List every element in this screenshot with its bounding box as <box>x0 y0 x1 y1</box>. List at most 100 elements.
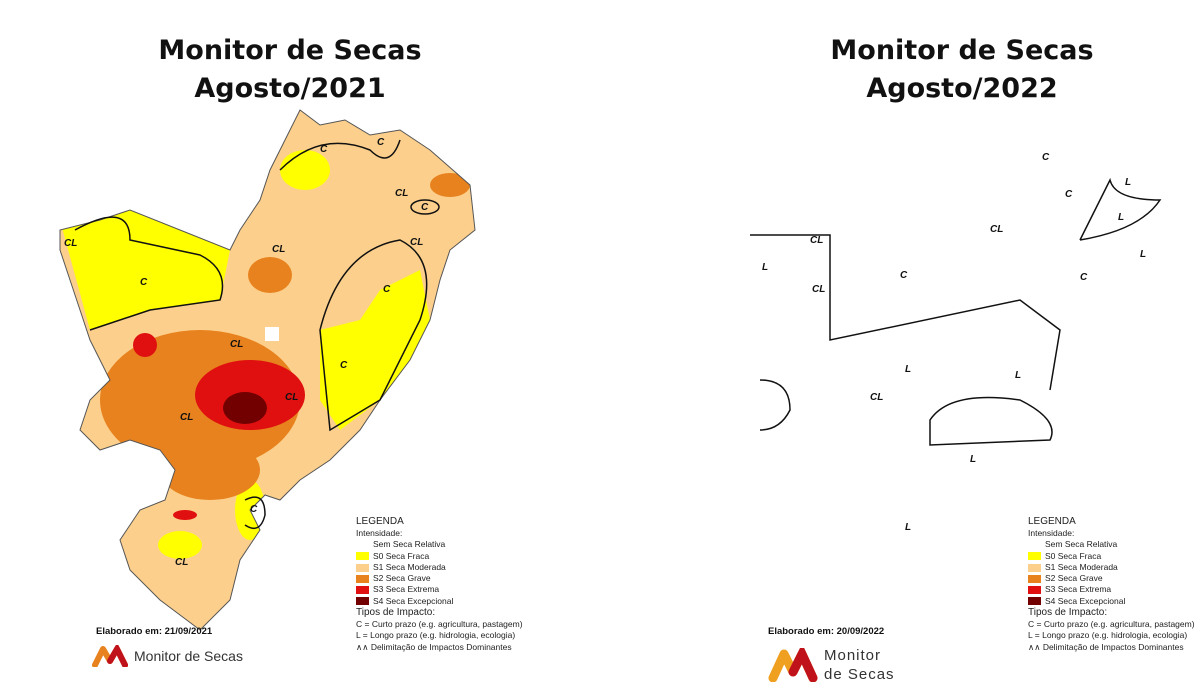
legend-impact-c: C = Curto prazo (e.g. agricultura, pasta… <box>1028 619 1195 630</box>
s4-region <box>223 392 267 424</box>
legend-item: S0 Seca Fraca <box>356 551 523 562</box>
legend-item: S3 Seca Extrema <box>1028 584 1195 595</box>
legend-item-label: Sem Seca Relativa <box>373 539 446 550</box>
map-label: CL <box>410 237 423 248</box>
map-label: L <box>1015 370 1021 381</box>
legend-swatch <box>356 540 369 549</box>
drought-map-2022: C L C L CL L CL C C L CL L CL L L L <box>730 152 1162 600</box>
legend-item: S3 Seca Extrema <box>356 584 523 595</box>
title-line-1: Monitor de Secas <box>830 35 1094 66</box>
map-label: C <box>1042 152 1050 163</box>
map-legend: LEGENDA Intensidade: Sem Seca Relativa S0… <box>356 516 523 653</box>
legend-item-label: S0 Seca Fraca <box>373 550 430 561</box>
s0-region <box>280 150 330 190</box>
legend-swatch <box>1028 597 1041 606</box>
legend-swatch <box>1028 552 1041 561</box>
map-label: CL <box>990 224 1003 235</box>
map-label: L <box>1118 212 1124 223</box>
s2-region <box>248 257 292 293</box>
title-line-1: Monitor de Secas <box>158 35 422 66</box>
map-label: L <box>905 364 911 375</box>
map-label: CL <box>64 238 77 249</box>
impact-delimitation <box>759 379 791 431</box>
legend-item-label: S2 Seca Grave <box>1045 573 1103 584</box>
impact-delimitation <box>279 139 401 171</box>
drought-map-2021: C CL C CL C CL C C CL C CL CL CL C CL <box>59 109 476 631</box>
legend-item-label: S2 Seca Grave <box>373 573 431 584</box>
legend-item-label: S1 Seca Moderada <box>1045 561 1118 572</box>
legend-item-label: S4 Seca Excepcional <box>1045 595 1126 606</box>
legend-item: S1 Seca Moderada <box>1028 562 1195 573</box>
monitor-de-secas-logo: Monitor de Secas <box>92 645 243 667</box>
map-label: L <box>1140 249 1146 260</box>
legend-item: S4 Seca Excepcional <box>356 596 523 607</box>
map-title-2021: Monitor de Secas Agosto/2021 <box>120 32 460 108</box>
map-label: C <box>900 270 908 281</box>
impact-delimitation <box>319 239 428 432</box>
s3-region <box>133 333 157 357</box>
map-label: CL <box>395 188 408 199</box>
legend-intensity-heading: Intensidade: <box>356 528 403 538</box>
map-label: C <box>1080 272 1088 283</box>
logo-text: Monitor de Secas <box>134 648 243 664</box>
delimitation-line-icon: ∧∧ <box>1028 641 1043 652</box>
legend-item-label: S1 Seca Moderada <box>373 561 446 572</box>
no-drought-region <box>800 470 950 600</box>
legend-item-label: S0 Seca Fraca <box>1045 550 1102 561</box>
legend-swatch <box>356 586 369 595</box>
logo-icon <box>92 645 128 667</box>
map-label: C <box>320 144 328 155</box>
legend-impact-c: C = Curto prazo (e.g. agricultura, pasta… <box>356 619 523 630</box>
legend-swatch <box>1028 540 1041 549</box>
s0-region <box>320 270 430 430</box>
s2-region <box>160 440 260 500</box>
map-label: C <box>140 277 148 288</box>
legend-item: S4 Seca Excepcional <box>1028 596 1195 607</box>
legend-item-label: Sem Seca Relativa <box>1045 539 1118 550</box>
legend-impact-l: L = Longo prazo (e.g. hidrologia, ecolog… <box>1028 630 1188 641</box>
no-drought-region <box>730 390 790 450</box>
s2-region <box>430 173 470 197</box>
legend-swatch <box>356 574 369 583</box>
legend-item: S2 Seca Grave <box>1028 573 1195 584</box>
legend-intensity-heading: Intensidade: <box>1028 528 1075 538</box>
legend-item-label: S3 Seca Extrema <box>373 584 440 595</box>
legend-item-label: S3 Seca Extrema <box>1045 584 1112 595</box>
s2-region <box>907 347 1023 423</box>
map-panel-2021: Monitor de Secas Agosto/2021 C C <box>59 32 523 667</box>
map-label: CL <box>810 235 823 246</box>
delimitation-label: Delimitação de Impactos Dominantes <box>370 641 512 652</box>
legend-item: Sem Seca Relativa <box>356 539 523 550</box>
s4-region <box>986 406 1004 420</box>
legend-swatch <box>1028 586 1041 595</box>
logo-text-line-1: Monitor <box>824 647 882 664</box>
impact-delimitation <box>750 234 1061 391</box>
legend-swatch <box>356 563 369 572</box>
impact-delimitation <box>1079 177 1162 241</box>
no-drought-region <box>265 327 279 341</box>
impact-delimitation <box>74 216 224 331</box>
map-label: C <box>1065 189 1073 200</box>
map-legend: LEGENDA Intensidade: Sem Seca Relativa S0… <box>1028 516 1195 653</box>
map-label: CL <box>285 392 298 403</box>
impact-delimitation <box>244 496 266 530</box>
elaborated-date: Elaborado em: 21/09/2021 <box>96 626 213 637</box>
s2-region <box>752 375 788 425</box>
s3-region <box>940 373 1010 417</box>
map-title-2022: Monitor de Secas Agosto/2022 <box>792 32 1132 108</box>
legend-item: S2 Seca Grave <box>356 573 523 584</box>
logo-text-line-2: de Secas <box>824 666 895 683</box>
map-label: CL <box>230 339 243 350</box>
monitor-de-secas-logo: Monitor de Secas <box>768 646 895 684</box>
legend-swatch <box>356 552 369 561</box>
legend-item: S1 Seca Moderada <box>356 562 523 573</box>
map-label: L <box>970 454 976 465</box>
map-label: L <box>762 262 768 273</box>
s3-region <box>753 384 777 416</box>
legend-heading: LEGENDA <box>356 516 404 527</box>
delimitation-line-icon: ∧∧ <box>356 641 371 652</box>
map-panel-2022: Monitor de Secas Agosto/2022 C L C L CL <box>600 0 1200 689</box>
impact-delimitation <box>410 199 440 215</box>
no-drought-region <box>1100 240 1160 400</box>
legend-delimitation: ∧∧ Delimitação de Impactos Dominantes <box>1028 642 1195 653</box>
